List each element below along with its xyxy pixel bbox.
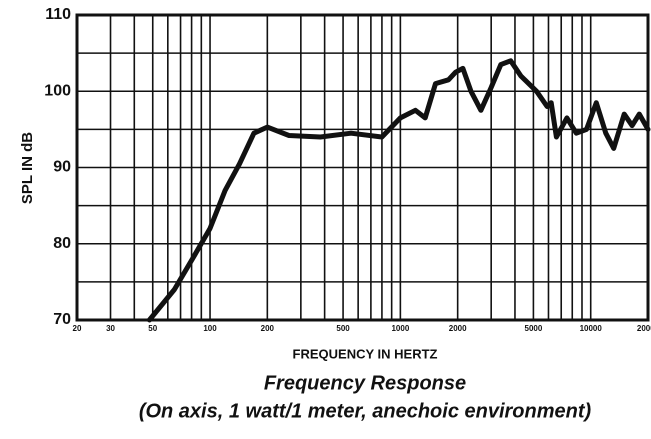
response-curve [146,58,651,323]
y-axis-label: SPL IN dB [19,132,36,204]
x-tick-label: 100 [203,324,217,333]
x-tick-label: 1000 [391,324,409,333]
y-tick-label: 100 [44,82,71,99]
x-tick-label: 10000 [580,324,603,333]
y-tick-label: 80 [53,235,71,252]
x-tick-label: 500 [336,324,350,333]
y-tick-label: 70 [53,311,71,328]
x-tick-label: 5000 [525,324,543,333]
x-tick-label: 2000 [449,324,467,333]
x-axis-label: FREQUENCY IN HERTZ [293,346,438,361]
x-tick-label: 20000 [637,324,651,333]
y-tick-label: 110 [45,6,71,23]
x-tick-label: 200 [261,324,275,333]
x-tick-label: 30 [106,324,115,333]
x-tick-label: 20 [73,324,82,333]
chart-title: Frequency Response [264,372,466,394]
plot-frame [75,13,650,322]
y-tick-label: 90 [53,159,71,176]
chart-subtitle: (On axis, 1 watt/1 meter, anechoic envir… [139,400,592,422]
x-tick-label: 50 [148,324,157,333]
